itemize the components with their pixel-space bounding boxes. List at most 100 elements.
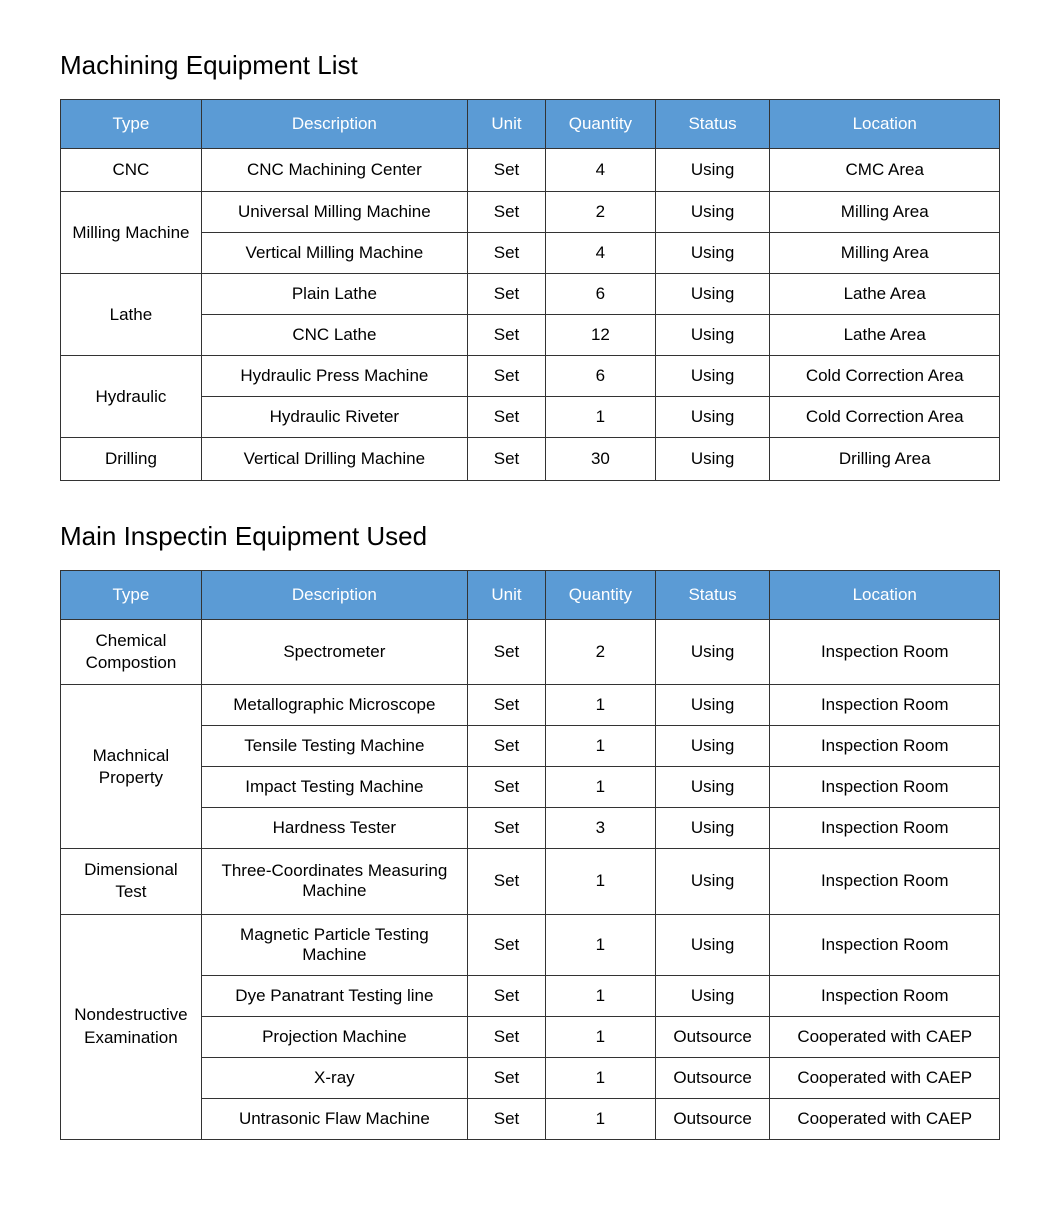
location-cell: Milling Area [770,233,1000,274]
unit-cell: Set [467,438,545,481]
section-title: Main Inspectin Equipment Used [60,521,1000,552]
status-cell: Using [655,356,770,397]
quantity-cell: 1 [546,1016,656,1057]
status-cell: Using [655,149,770,192]
location-cell: Cooperated with CAEP [770,1098,1000,1139]
type-cell: Nondestructive Examination [61,914,202,1139]
quantity-cell: 4 [546,233,656,274]
status-cell: Using [655,438,770,481]
status-cell: Outsource [655,1098,770,1139]
unit-cell: Set [467,1016,545,1057]
type-cell: Drilling [61,438,202,481]
unit-cell: Set [467,397,545,438]
quantity-cell: 3 [546,808,656,849]
column-header: Description [201,100,467,149]
quantity-cell: 6 [546,274,656,315]
table-row: Untrasonic Flaw MachineSet1OutsourceCoop… [61,1098,1000,1139]
status-cell: Using [655,849,770,914]
table-row: Hardness TesterSet3UsingInspection Room [61,808,1000,849]
table-section: Machining Equipment ListTypeDescriptionU… [60,50,1000,481]
location-cell: Cold Correction Area [770,397,1000,438]
status-cell: Outsource [655,1016,770,1057]
location-cell: Inspection Room [770,620,1000,685]
column-header: Unit [467,571,545,620]
location-cell: Inspection Room [770,849,1000,914]
table-row: CNC LatheSet12UsingLathe Area [61,315,1000,356]
description-cell: Vertical Drilling Machine [201,438,467,481]
type-cell: Milling Machine [61,192,202,274]
description-cell: Hydraulic Press Machine [201,356,467,397]
quantity-cell: 1 [546,685,656,726]
location-cell: Inspection Room [770,726,1000,767]
column-header: Quantity [546,571,656,620]
quantity-cell: 1 [546,726,656,767]
column-header: Unit [467,100,545,149]
quantity-cell: 1 [546,975,656,1016]
status-cell: Using [655,233,770,274]
table-row: Hydraulic RiveterSet1UsingCold Correctio… [61,397,1000,438]
type-cell: CNC [61,149,202,192]
description-cell: X-ray [201,1057,467,1098]
unit-cell: Set [467,356,545,397]
column-header: Type [61,100,202,149]
description-cell: Metallographic Microscope [201,685,467,726]
unit-cell: Set [467,1057,545,1098]
location-cell: Inspection Room [770,914,1000,975]
status-cell: Using [655,685,770,726]
section-title: Machining Equipment List [60,50,1000,81]
description-cell: Projection Machine [201,1016,467,1057]
status-cell: Using [655,975,770,1016]
type-cell: Hydraulic [61,356,202,438]
table-row: Projection MachineSet1OutsourceCooperate… [61,1016,1000,1057]
column-header: Quantity [546,100,656,149]
description-cell: Tensile Testing Machine [201,726,467,767]
unit-cell: Set [467,1098,545,1139]
description-cell: CNC Lathe [201,315,467,356]
quantity-cell: 12 [546,315,656,356]
column-header: Type [61,571,202,620]
quantity-cell: 2 [546,620,656,685]
description-cell: Magnetic Particle Testing Machine [201,914,467,975]
location-cell: Cooperated with CAEP [770,1057,1000,1098]
status-cell: Using [655,767,770,808]
status-cell: Using [655,620,770,685]
location-cell: Inspection Room [770,685,1000,726]
quantity-cell: 6 [546,356,656,397]
quantity-cell: 30 [546,438,656,481]
unit-cell: Set [467,914,545,975]
unit-cell: Set [467,767,545,808]
status-cell: Using [655,808,770,849]
status-cell: Using [655,397,770,438]
unit-cell: Set [467,620,545,685]
location-cell: Cooperated with CAEP [770,1016,1000,1057]
type-cell: Lathe [61,274,202,356]
unit-cell: Set [467,975,545,1016]
column-header: Location [770,100,1000,149]
status-cell: Outsource [655,1057,770,1098]
status-cell: Using [655,192,770,233]
column-header: Description [201,571,467,620]
equipment-table: TypeDescriptionUnitQuantityStatusLocatio… [60,99,1000,481]
status-cell: Using [655,274,770,315]
description-cell: Impact Testing Machine [201,767,467,808]
description-cell: Hardness Tester [201,808,467,849]
status-cell: Using [655,315,770,356]
unit-cell: Set [467,726,545,767]
location-cell: CMC Area [770,149,1000,192]
description-cell: Spectrometer [201,620,467,685]
quantity-cell: 1 [546,767,656,808]
description-cell: Hydraulic Riveter [201,397,467,438]
status-cell: Using [655,914,770,975]
table-row: Impact Testing MachineSet1UsingInspectio… [61,767,1000,808]
quantity-cell: 1 [546,914,656,975]
description-cell: Three-Coordinates Measuring Machine [201,849,467,914]
column-header: Location [770,571,1000,620]
unit-cell: Set [467,233,545,274]
type-cell: Machnical Property [61,685,202,849]
location-cell: Inspection Room [770,975,1000,1016]
equipment-table: TypeDescriptionUnitQuantityStatusLocatio… [60,570,1000,1139]
table-row: Chemical CompostionSpectrometerSet2Using… [61,620,1000,685]
description-cell: Dye Panatrant Testing line [201,975,467,1016]
location-cell: Lathe Area [770,274,1000,315]
unit-cell: Set [467,685,545,726]
